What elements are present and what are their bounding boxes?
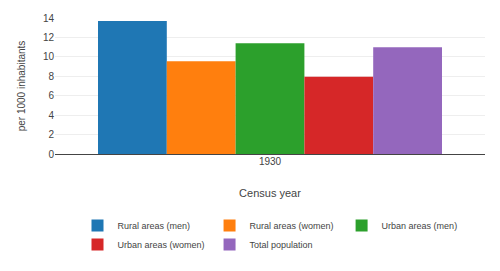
- svg-text:10: 10: [43, 51, 55, 62]
- svg-text:8: 8: [48, 71, 54, 82]
- svg-text:Rural areas (women): Rural areas (women): [250, 221, 334, 231]
- svg-text:2: 2: [48, 129, 54, 140]
- svg-text:6: 6: [48, 90, 54, 101]
- svg-text:1930: 1930: [259, 156, 282, 167]
- svg-text:14: 14: [43, 13, 55, 24]
- svg-text:Urban areas (men): Urban areas (men): [382, 221, 458, 231]
- svg-text:Total population: Total population: [250, 240, 313, 250]
- svg-text:Urban areas (women): Urban areas (women): [118, 240, 205, 250]
- svg-text:Rural areas (men): Rural areas (men): [118, 221, 191, 231]
- svg-text:per 1000 inhabitants: per 1000 inhabitants: [16, 41, 27, 132]
- svg-text:Census year: Census year: [239, 187, 301, 199]
- svg-text:12: 12: [43, 32, 55, 43]
- svg-text:4: 4: [48, 110, 54, 121]
- svg-text:0: 0: [48, 149, 54, 160]
